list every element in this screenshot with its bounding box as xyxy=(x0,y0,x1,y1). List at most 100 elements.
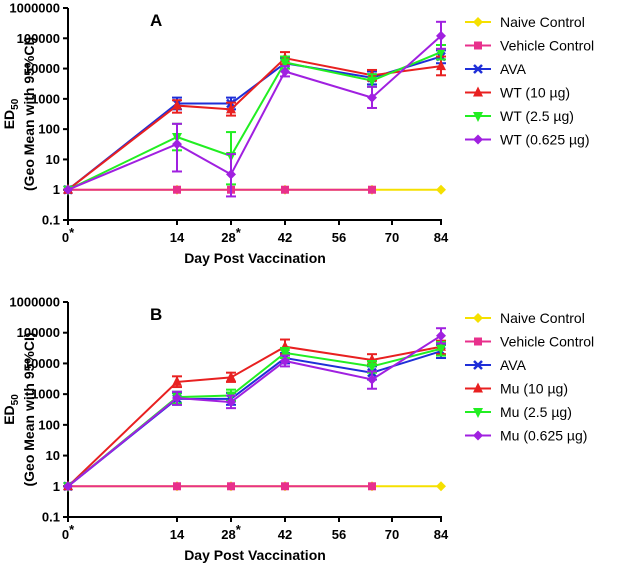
series-1 xyxy=(64,185,376,194)
data-point xyxy=(368,185,376,194)
data-point xyxy=(226,169,236,180)
legend-label: WT (0.625 µg) xyxy=(500,132,590,148)
data-point xyxy=(436,344,446,355)
data-point xyxy=(173,482,181,491)
series-5 xyxy=(63,20,446,198)
data-point xyxy=(436,330,446,341)
legend-label: Naive Control xyxy=(500,14,585,30)
data-point xyxy=(173,185,181,194)
data-point xyxy=(281,185,289,194)
legend-marker xyxy=(473,408,483,418)
panel-a: 0.1 1 10 100 1000 10000 100000 1000000 0* 14 28* 42… xyxy=(1,1,594,267)
x-tick-label: 56 xyxy=(332,230,346,245)
legend-item: AVA xyxy=(465,357,527,373)
x-tick-label: 70 xyxy=(385,527,399,542)
x-tick-label: 70 xyxy=(385,230,399,245)
x-tick-label: 28* xyxy=(221,522,241,542)
y-axis-title: ED50 xyxy=(1,394,21,425)
series-line xyxy=(67,35,442,191)
y-tick-label: 0.1 xyxy=(42,510,60,525)
data-point xyxy=(227,482,235,491)
y-axis-title: ED50 xyxy=(1,98,21,129)
data-point xyxy=(172,392,182,403)
series-2 xyxy=(63,343,446,492)
legend-label: AVA xyxy=(500,61,527,77)
y-axis-subtitle: (Geo Mean with 95%CI) xyxy=(21,37,37,191)
x-tick-label: 28* xyxy=(221,225,241,245)
x-tick-label: 0* xyxy=(62,225,75,245)
legend-marker xyxy=(473,134,483,145)
y-tick-label: 1000000 xyxy=(9,1,60,16)
legend-label: Mu (0.625 µg) xyxy=(500,428,587,444)
series-line xyxy=(67,57,442,191)
panel-b: 0.1 1 10 100 1000 10000 100000 1000000 0* 14 28* 42… xyxy=(1,295,594,564)
data-point xyxy=(367,362,377,373)
y-tick-label: 100000 xyxy=(17,325,60,340)
x-tick-label: 14 xyxy=(170,527,185,542)
legend-item: Mu (0.625 µg) xyxy=(465,428,587,444)
x-tick-label: 42 xyxy=(278,230,292,245)
legend-item: WT (10 µg) xyxy=(465,85,570,101)
y-tick-label: 10000 xyxy=(24,61,60,76)
x-tick-label: 56 xyxy=(332,527,346,542)
x-tick-label: 42 xyxy=(278,527,292,542)
x-axis-title: Day Post Vaccination xyxy=(184,547,326,563)
y-tick-label: 100 xyxy=(38,417,60,432)
data-point xyxy=(367,374,377,385)
data-point xyxy=(226,371,236,382)
legend-label: Mu (2.5 µg) xyxy=(500,404,572,420)
data-point xyxy=(280,58,290,69)
data-point xyxy=(280,355,290,366)
panel-letter: B xyxy=(150,305,162,324)
legend-item: Mu (2.5 µg) xyxy=(465,404,572,420)
data-point xyxy=(367,92,377,103)
legend-label: WT (2.5 µg) xyxy=(500,108,574,124)
x-tick-label: 84 xyxy=(434,230,449,245)
series-1 xyxy=(64,482,376,491)
y-tick-label: 0.1 xyxy=(42,213,60,228)
data-point xyxy=(63,481,73,492)
legend-marker xyxy=(473,360,483,370)
y-tick-label: 10 xyxy=(46,448,60,463)
data-point xyxy=(436,48,446,59)
y-tick-label: 10 xyxy=(46,152,60,167)
legend-label: Naive Control xyxy=(500,310,585,326)
y-tick-label: 1000000 xyxy=(9,295,60,310)
legend-item: AVA xyxy=(465,61,527,77)
legend-marker xyxy=(473,64,483,74)
legend-marker xyxy=(473,86,483,97)
y-tick-label: 1000 xyxy=(31,91,60,106)
legend-label: AVA xyxy=(500,357,527,373)
series-2 xyxy=(63,49,446,195)
legend-label: WT (10 µg) xyxy=(500,85,570,101)
data-point xyxy=(367,76,377,87)
legend-item: Vehicle Control xyxy=(465,334,594,350)
series-line xyxy=(67,345,442,488)
legend-label: Vehicle Control xyxy=(500,334,594,350)
data-point xyxy=(436,30,446,41)
legend-marker xyxy=(473,112,483,122)
legend-item: Vehicle Control xyxy=(465,38,594,54)
data-point xyxy=(63,184,73,195)
data-point xyxy=(368,482,376,491)
y-tick-label: 1 xyxy=(53,182,60,197)
data-point xyxy=(436,60,446,71)
series-4 xyxy=(63,44,446,196)
legend-marker xyxy=(474,337,482,346)
legend-item: Mu (10 µg) xyxy=(465,381,568,397)
data-point xyxy=(280,348,290,359)
x-tick-label: 14 xyxy=(170,230,185,245)
data-point xyxy=(226,103,236,114)
y-tick-label: 1 xyxy=(53,479,60,494)
data-point xyxy=(172,139,182,150)
y-tick-label: 10000 xyxy=(24,356,60,371)
legend-item: WT (2.5 µg) xyxy=(465,108,574,124)
data-point xyxy=(436,481,446,492)
panel-letter: A xyxy=(150,11,162,30)
y-tick-label: 100 xyxy=(38,122,60,137)
legend-item: WT (0.625 µg) xyxy=(465,132,590,148)
legend-label: Mu (10 µg) xyxy=(500,381,568,397)
data-point xyxy=(172,99,182,110)
data-point xyxy=(172,375,182,386)
